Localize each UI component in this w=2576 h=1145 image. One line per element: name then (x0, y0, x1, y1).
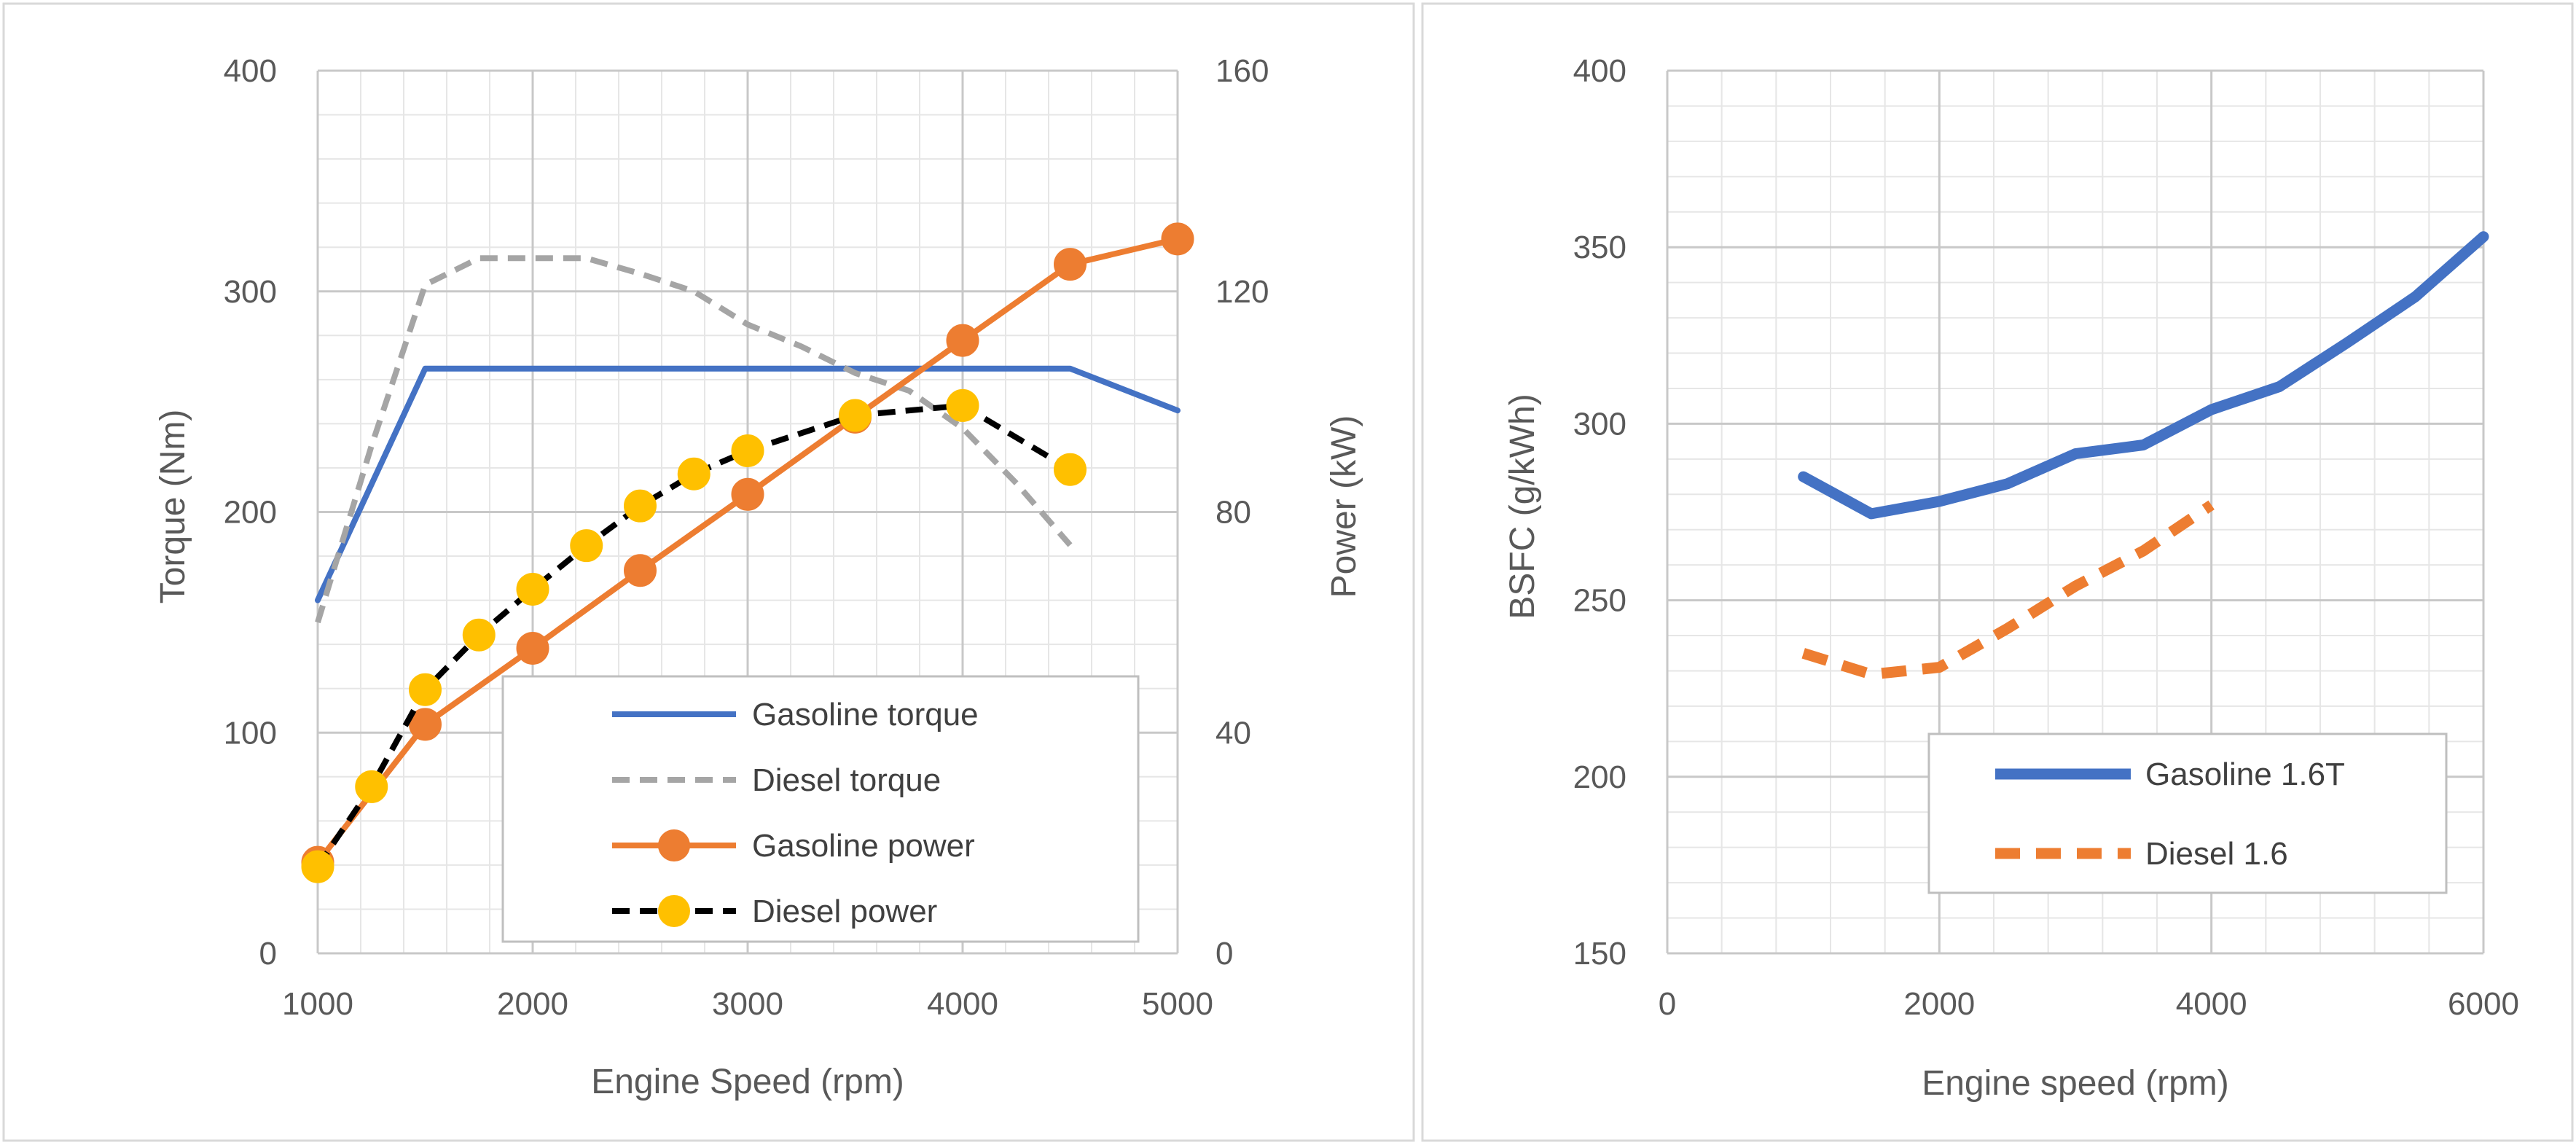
series-line-diesel-power (315, 402, 1072, 869)
x-axis-title: Engine speed (rpm) (1922, 1064, 2229, 1103)
torque-power-legend: Gasoline torque Diesel torque Gasoline pow… (501, 675, 1140, 943)
y-tick-label: 350 (1573, 230, 1626, 265)
x-tick-label: 3000 (712, 986, 783, 1022)
data-point-diesel-power (731, 434, 764, 467)
legend-label-diesel-torque: Diesel torque (752, 762, 941, 798)
y2-tick-label: 120 (1215, 274, 1269, 310)
y-axis-title: BSFC (g/kWh) (1503, 394, 1542, 619)
x-tick-label: 1000 (282, 986, 353, 1022)
legend-box (1927, 732, 2448, 894)
y-tick-label: 200 (224, 495, 277, 531)
y-tick-label: 250 (1573, 583, 1626, 619)
data-point-diesel-power (409, 673, 442, 706)
series-line-gasoline-torque (315, 365, 1181, 603)
data-point-diesel-power (946, 388, 979, 422)
data-point-gasoline-power (946, 324, 979, 357)
x-tick-label: 6000 (2448, 986, 2519, 1022)
x-tick-label: 0 (1659, 986, 1676, 1022)
series-line-diesel-1-6 (1801, 500, 2215, 680)
y2-tick-label: 40 (1215, 715, 1251, 751)
data-point-diesel-power (462, 618, 496, 652)
left-chart-frame (2, 2, 1415, 1142)
data-point-diesel-power (624, 489, 657, 523)
y2-tick-label: 80 (1215, 495, 1251, 531)
data-point-gasoline-power (624, 554, 657, 587)
data-point-gasoline-power (731, 477, 764, 511)
y2-tick-label: 0 (1215, 936, 1233, 972)
y-axis-title: Torque (Nm) (154, 410, 192, 604)
y-tick-label: 100 (224, 715, 277, 751)
data-point-gasoline-power (516, 631, 549, 665)
x-tick-label: 4000 (927, 986, 998, 1022)
bsfc-ticks: 0 2000 4000 6000 150 200 250 300 350 400 (1573, 53, 2519, 1022)
legend-label-diesel-power: Diesel power (752, 894, 937, 929)
torque-power-series (301, 222, 1194, 883)
data-point-diesel-power (1054, 453, 1087, 486)
data-point-diesel-power (570, 529, 603, 563)
y-tick-label: 300 (1573, 406, 1626, 442)
x-axis-title: Engine Speed (rpm) (591, 1063, 904, 1101)
y-tick-label: 400 (224, 53, 277, 89)
series-line-gasoline-1-6t (1798, 231, 2489, 520)
data-point-diesel-power (516, 572, 549, 606)
bsfc-chart: 0 2000 4000 6000 150 200 250 300 350 400 Engine s… (1503, 53, 2519, 1103)
legend-marker-diesel-power (658, 895, 690, 927)
legend-label-diesel-1-6: Diesel 1.6 (2145, 836, 2288, 872)
bsfc-legend: Gasoline 1.6T Diesel 1.6 (1927, 732, 2448, 894)
data-point-diesel-power (839, 399, 872, 432)
y-tick-label: 150 (1573, 936, 1626, 972)
x-tick-label: 5000 (1142, 986, 1213, 1022)
y-tick-label: 200 (1573, 759, 1626, 795)
data-point-diesel-power (677, 457, 710, 491)
y-tick-label: 300 (224, 274, 277, 310)
series-line-diesel-torque (315, 255, 1073, 624)
legend-box (501, 675, 1140, 943)
legend-label-gasoline-power: Gasoline power (752, 828, 975, 864)
y-tick-label: 400 (1573, 53, 1626, 89)
legend-label-gasoline-1-6t: Gasoline 1.6T (2145, 757, 2345, 792)
torque-power-chart: 1000 2000 3000 4000 500001002003004000408012… (154, 53, 1363, 1101)
x-tick-label: 2000 (1903, 986, 1975, 1022)
x-tick-label: 2000 (497, 986, 568, 1022)
torque-power-ticks: 1000 2000 3000 4000 500001002003004000408012… (224, 53, 1269, 1022)
data-point-diesel-power (355, 770, 388, 803)
y2-axis-title: Power (kW) (1325, 415, 1363, 598)
x-tick-label: 4000 (2176, 986, 2247, 1022)
data-point-gasoline-power (1161, 222, 1194, 256)
legend-marker-gasoline-power (658, 829, 690, 861)
right-chart-frame (1421, 2, 2574, 1142)
data-point-diesel-power (301, 850, 334, 883)
y-tick-label: 0 (259, 936, 277, 972)
data-point-gasoline-power (1054, 248, 1087, 281)
bsfc-series (1798, 231, 2489, 680)
y2-tick-label: 160 (1215, 53, 1269, 89)
legend-label-gasoline-torque: Gasoline torque (752, 697, 979, 732)
